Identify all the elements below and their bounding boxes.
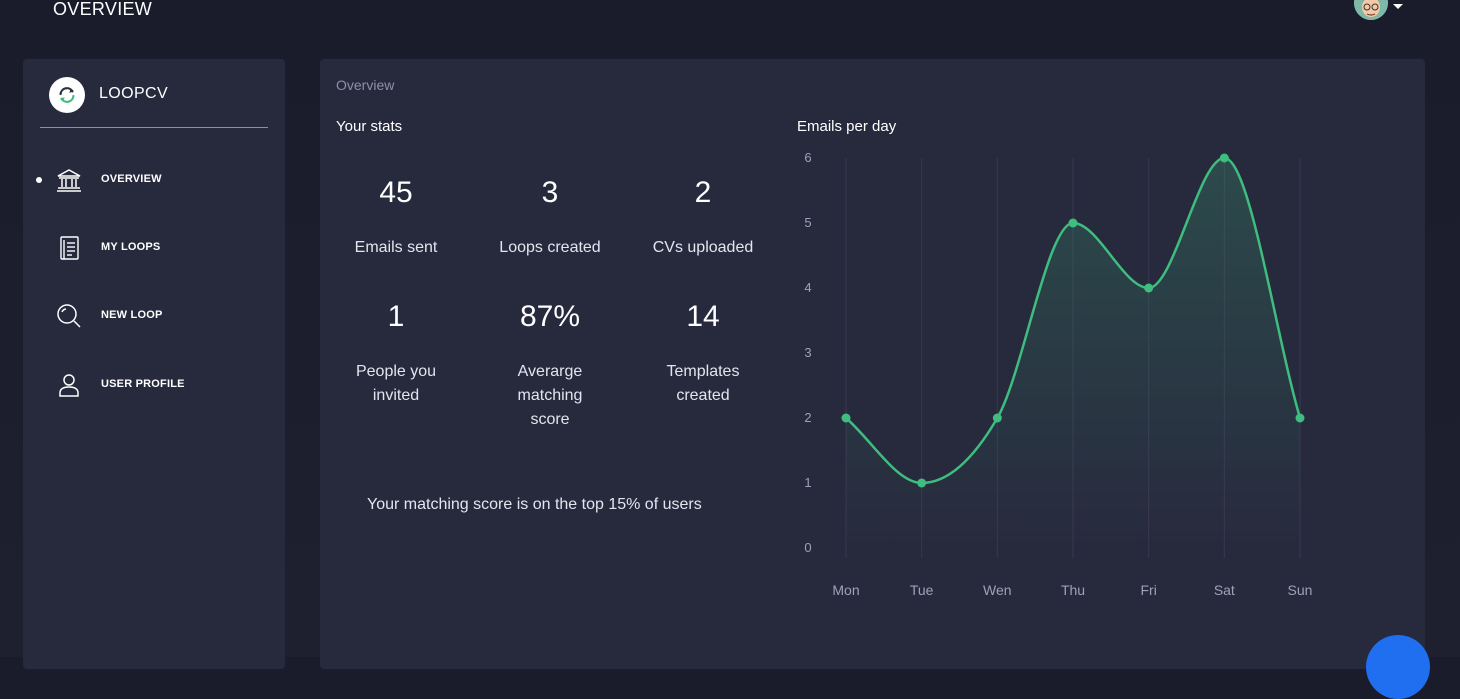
y-tick-label: 0 (804, 540, 811, 555)
stat-value: 45 (379, 176, 413, 209)
stat-label: Loops created (499, 239, 601, 256)
user-avatar[interactable] (1354, 0, 1388, 20)
search-icon (55, 302, 83, 330)
y-tick-label: 2 (804, 410, 811, 425)
brand-divider (40, 127, 268, 128)
sidebar-item-label: MY LOOPS (101, 241, 161, 253)
chat-fab-button[interactable] (1366, 635, 1430, 699)
data-point[interactable] (841, 413, 851, 423)
chart-title: Emails per day (797, 118, 897, 135)
y-tick-label: 5 (804, 215, 811, 230)
y-tick-label: 3 (804, 345, 811, 360)
matching-score-note: Your matching score is on the top 15% of… (367, 496, 702, 513)
x-tick-label: Fri (1141, 582, 1157, 598)
series-line (845, 156, 1302, 485)
x-tick-label: Thu (1061, 582, 1085, 598)
sidebar-item-my-loops[interactable]: MY LOOPS (23, 228, 285, 268)
sidebar-item-label: NEW LOOP (101, 309, 163, 321)
data-point[interactable] (1219, 153, 1229, 163)
active-indicator-dot (36, 177, 42, 183)
emails-per-day-chart: 0 1 2 3 4 5 6 Mon Tue Wen Thu Fri Sat Sun (804, 150, 1312, 598)
bank-icon (55, 166, 83, 194)
overview-panel: Overview Your stats 45 Emails sent 3 Loo… (320, 59, 1425, 669)
stat-value: 14 (686, 300, 720, 333)
user-icon (55, 371, 83, 399)
sidebar-item-label: USER PROFILE (101, 378, 185, 390)
y-axis: 0 1 2 3 4 5 6 (804, 150, 811, 555)
document-icon (55, 234, 83, 262)
x-tick-label: Sun (1288, 582, 1313, 598)
page-title: OVERVIEW (53, 0, 153, 19)
y-tick-label: 4 (804, 280, 811, 295)
breadcrumb: Overview (336, 77, 395, 93)
y-tick-label: 1 (804, 475, 811, 490)
x-tick-label: Wen (983, 582, 1012, 598)
x-axis: Mon Tue Wen Thu Fri Sat Sun (832, 582, 1312, 598)
x-tick-label: Tue (910, 582, 934, 598)
stat-templates-created: 14 Templates created (628, 298, 778, 408)
series-area (846, 158, 1300, 548)
data-point[interactable] (1068, 218, 1078, 228)
stat-cvs-uploaded: 2 CVs uploaded (628, 174, 778, 260)
stat-label: Averarge matching score (517, 363, 583, 428)
series-points (841, 153, 1305, 488)
sidebar-item-overview[interactable]: OVERVIEW (23, 160, 285, 200)
data-point[interactable] (1295, 413, 1305, 423)
stat-matching-score: 87% Averarge matching score (475, 298, 625, 432)
y-tick-label: 6 (804, 150, 811, 165)
stat-value: 87% (519, 300, 581, 333)
x-tick-label: Sat (1214, 582, 1235, 598)
stat-value: 2 (694, 176, 712, 209)
data-point[interactable] (1144, 283, 1154, 293)
stat-label: CVs uploaded (652, 239, 754, 256)
brand-name[interactable]: LOOPCV (99, 85, 169, 102)
sidebar-item-new-loop[interactable]: NEW LOOP (23, 296, 285, 336)
data-point[interactable] (992, 413, 1002, 423)
stats-title: Your stats (336, 118, 403, 135)
avatar-dropdown-caret-icon[interactable] (1393, 4, 1403, 9)
stat-value: 1 (387, 300, 405, 333)
stat-label: Templates created (666, 363, 740, 404)
sidebar: LOOPCV OVERVIEW MY LOOPS (23, 59, 285, 669)
stat-loops-created: 3 Loops created (475, 174, 625, 260)
stat-value: 3 (541, 176, 559, 209)
data-point[interactable] (917, 478, 927, 488)
sidebar-item-label: OVERVIEW (101, 173, 162, 185)
stat-emails-sent: 45 Emails sent (321, 174, 471, 260)
x-tick-label: Mon (832, 582, 859, 598)
stat-people-invited: 1 People you invited (321, 298, 471, 408)
avatar-face-icon (1354, 0, 1388, 20)
top-bar: OVERVIEW (0, 0, 1460, 40)
loopcv-logo-icon[interactable] (49, 77, 85, 113)
stat-label: People you invited (355, 363, 437, 404)
stat-label: Emails sent (354, 239, 438, 256)
sidebar-item-user-profile[interactable]: USER PROFILE (23, 365, 285, 405)
